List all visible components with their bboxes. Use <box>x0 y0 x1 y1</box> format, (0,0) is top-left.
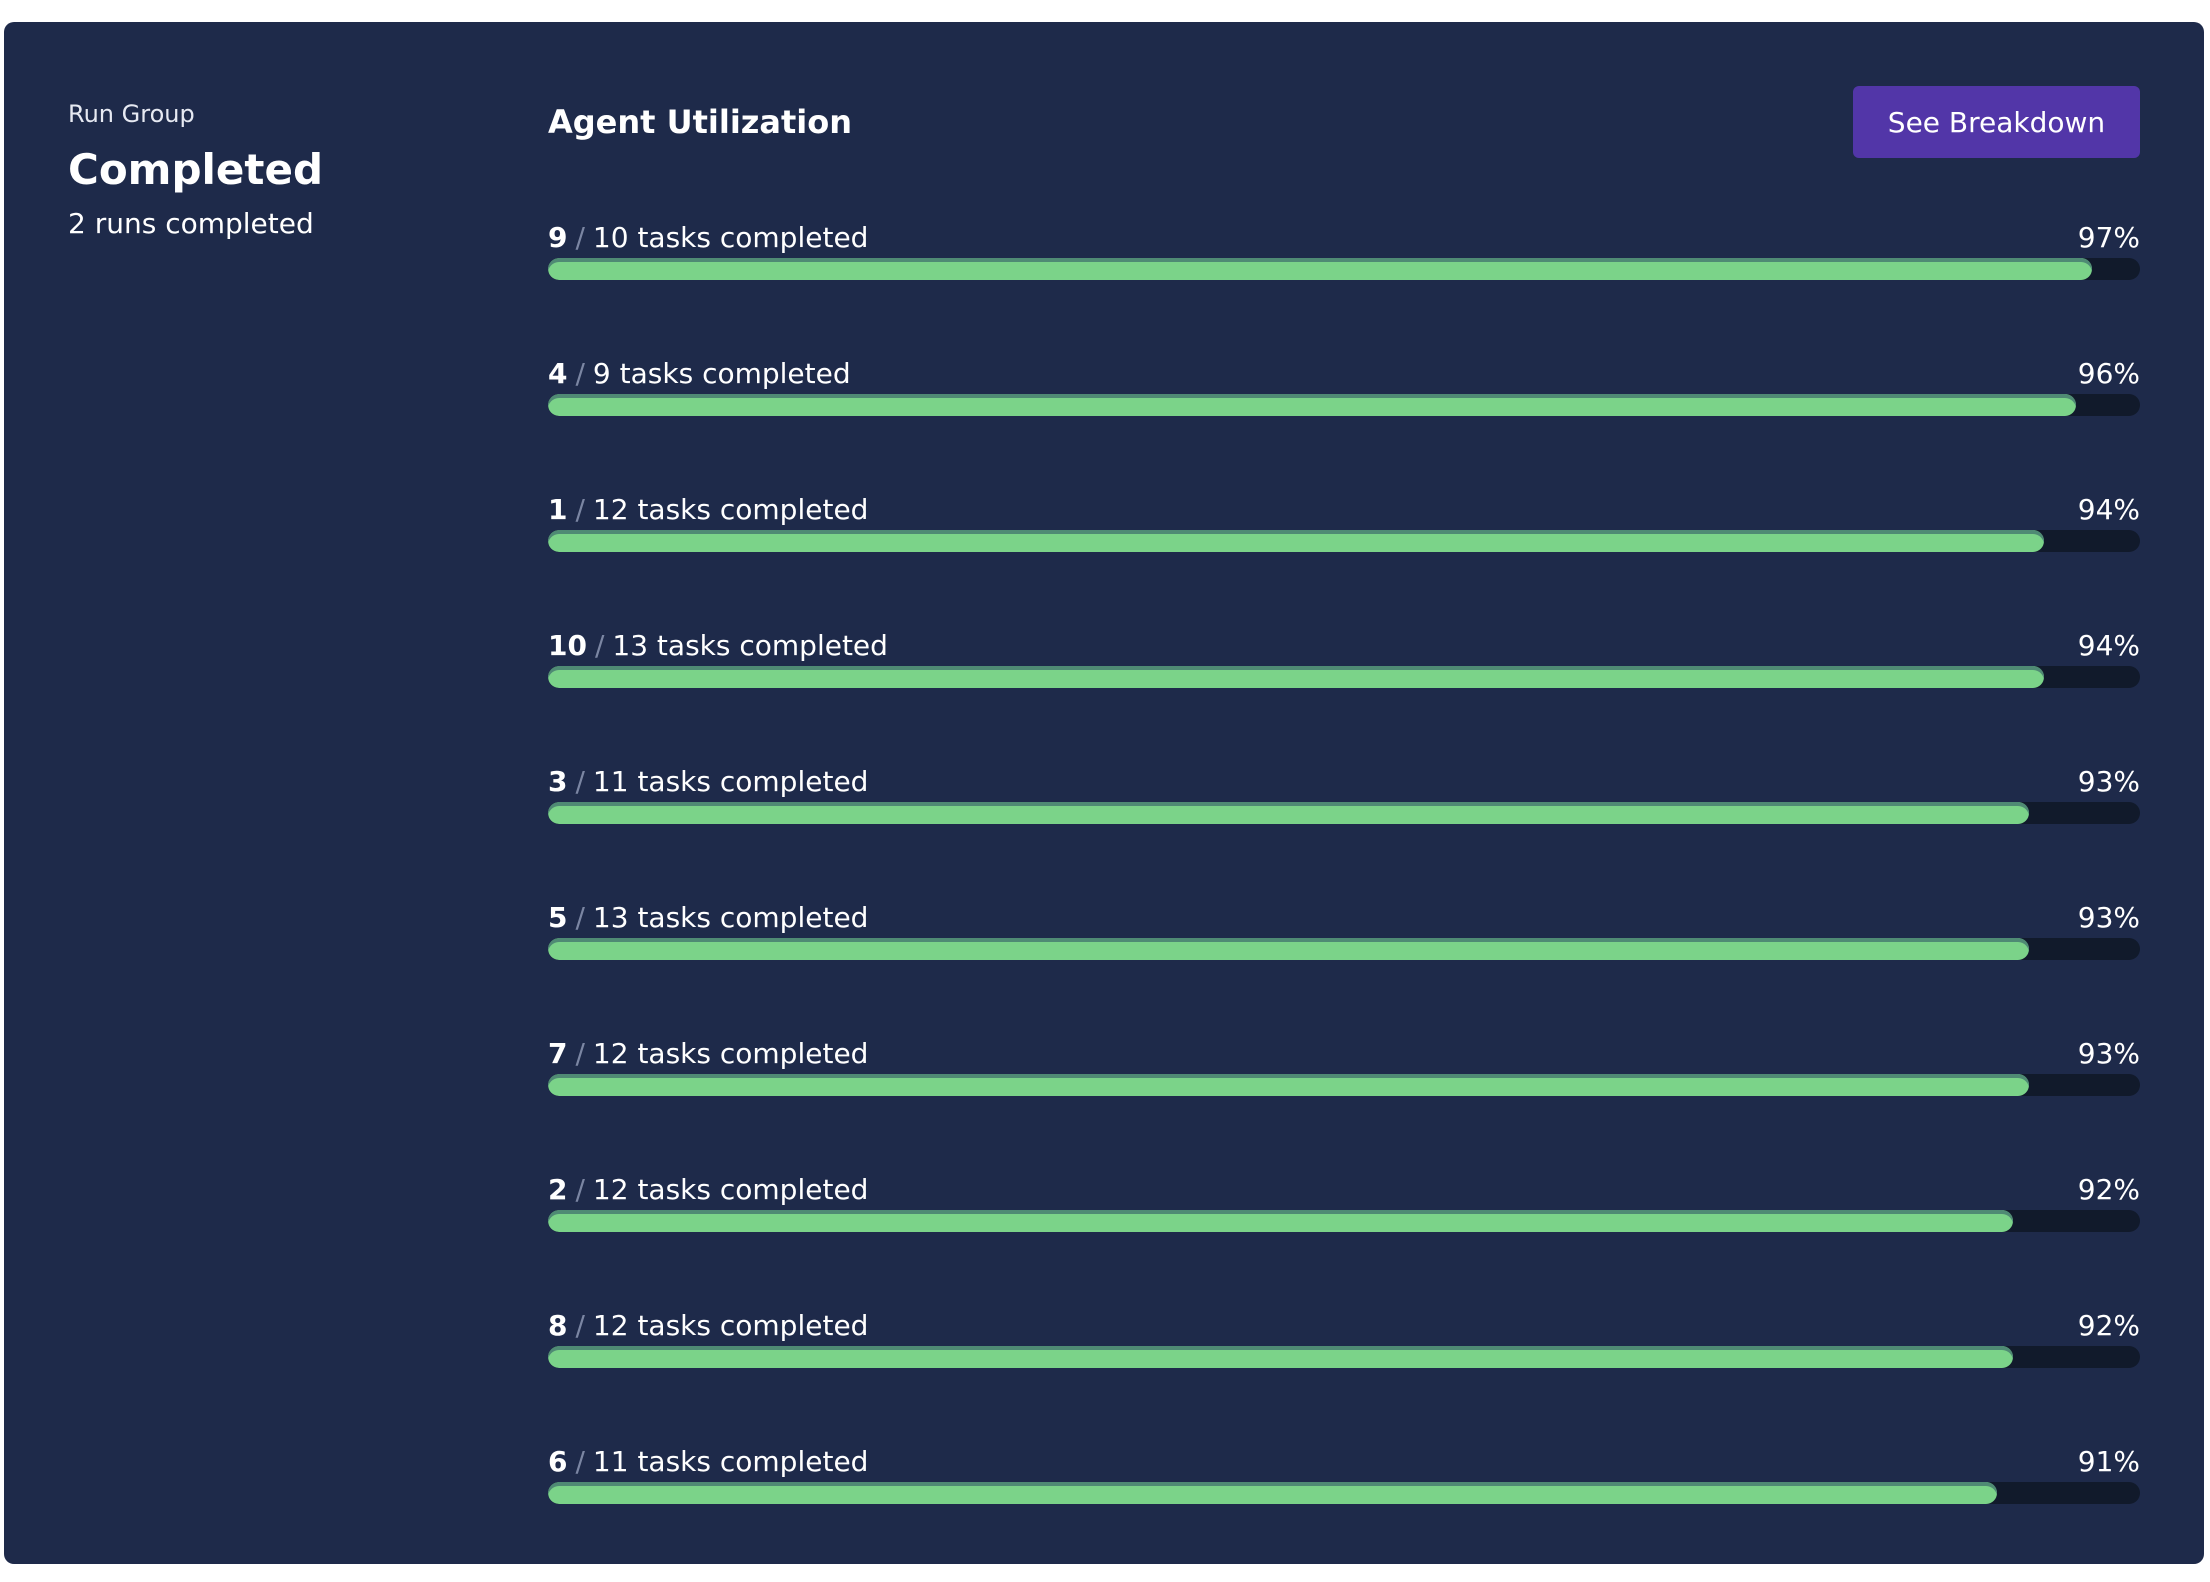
tasks-completed-text: 12 tasks completed <box>592 1309 869 1342</box>
progress-bar-track <box>548 1482 2140 1504</box>
agent-row: 6/11 tasks completed 91% <box>548 1444 2140 1582</box>
agent-row-label: 1/12 tasks completed <box>548 492 868 528</box>
agent-id: 9 <box>548 221 568 254</box>
utilization-percent: 93% <box>2077 901 2140 934</box>
agent-id: 4 <box>548 357 568 390</box>
agent-row-label: 2/12 tasks completed <box>548 1172 868 1208</box>
agent-row: 3/11 tasks completed 93% <box>548 764 2140 902</box>
progress-bar-track <box>548 666 2140 688</box>
agent-row: 10/13 tasks completed 94% <box>548 628 2140 766</box>
progress-bar-fill <box>548 1074 2029 1096</box>
agent-id: 7 <box>548 1037 568 1070</box>
separator-slash: / <box>575 901 585 934</box>
agent-id: 1 <box>548 493 568 526</box>
run-group-label: Run Group <box>68 100 195 128</box>
agent-id: 10 <box>548 629 587 662</box>
utilization-percent: 92% <box>2077 1309 2140 1342</box>
progress-bar-track <box>548 938 2140 960</box>
utilization-percent: 94% <box>2077 629 2140 662</box>
agent-id: 2 <box>548 1173 568 1206</box>
run-group-card: Run Group Completed 2 runs completed Age… <box>4 22 2204 1564</box>
progress-bar-track <box>548 802 2140 824</box>
agent-row: 8/12 tasks completed 92% <box>548 1308 2140 1446</box>
agent-row: 5/13 tasks completed 93% <box>548 900 2140 1038</box>
agent-id: 6 <box>548 1445 568 1478</box>
progress-bar-track <box>548 1346 2140 1368</box>
progress-bar-track <box>548 1074 2140 1096</box>
separator-slash: / <box>594 629 605 662</box>
tasks-completed-text: 11 tasks completed <box>592 765 869 798</box>
agent-row-label: 9/10 tasks completed <box>548 220 868 256</box>
utilization-percent: 92% <box>2077 1173 2140 1206</box>
agent-row-label: 10/13 tasks completed <box>548 628 888 664</box>
progress-bar-fill <box>548 802 2029 824</box>
progress-bar-track <box>548 530 2140 552</box>
run-group-summary: Run Group Completed 2 runs completed <box>68 94 488 244</box>
agent-id: 5 <box>548 901 568 934</box>
progress-bar-fill <box>548 530 2045 552</box>
progress-bar-fill <box>548 1482 1997 1504</box>
agent-row-label: 3/11 tasks completed <box>548 764 868 800</box>
utilization-percent: 93% <box>2077 1037 2140 1070</box>
tasks-completed-text: 13 tasks completed <box>592 901 869 934</box>
progress-bar-fill <box>548 394 2077 416</box>
agent-row: 4/9 tasks completed 96% <box>548 356 2140 494</box>
separator-slash: / <box>575 1037 585 1070</box>
agent-row: 9/10 tasks completed 97% <box>548 220 2140 358</box>
utilization-percent: 93% <box>2077 765 2140 798</box>
progress-bar-fill <box>548 1210 2013 1232</box>
utilization-percent: 97% <box>2077 221 2140 254</box>
agent-row-label: 7/12 tasks completed <box>548 1036 868 1072</box>
progress-bar-track <box>548 258 2140 280</box>
tasks-completed-text: 13 tasks completed <box>612 629 888 662</box>
agent-row-label: 8/12 tasks completed <box>548 1308 868 1344</box>
tasks-completed-text: 9 tasks completed <box>592 357 851 390</box>
tasks-completed-text: 12 tasks completed <box>592 1037 869 1070</box>
progress-bar-fill <box>548 258 2093 280</box>
separator-slash: / <box>575 221 585 254</box>
separator-slash: / <box>575 493 585 526</box>
runs-completed-count: 2 runs completed <box>68 207 314 240</box>
separator-slash: / <box>575 1309 585 1342</box>
panel-header: Agent Utilization See Breakdown <box>548 86 2140 158</box>
agent-id: 8 <box>548 1309 568 1342</box>
agent-row-label: 5/13 tasks completed <box>548 900 868 936</box>
progress-bar-fill <box>548 666 2045 688</box>
utilization-percent: 96% <box>2077 357 2140 390</box>
progress-bar-track <box>548 394 2140 416</box>
tasks-completed-text: 10 tasks completed <box>592 221 869 254</box>
agent-id: 3 <box>548 765 568 798</box>
agent-row: 1/12 tasks completed 94% <box>548 492 2140 630</box>
utilization-percent: 94% <box>2077 493 2140 526</box>
separator-slash: / <box>575 357 585 390</box>
separator-slash: / <box>575 765 585 798</box>
agent-row: 2/12 tasks completed 92% <box>548 1172 2140 1310</box>
agent-row: 7/12 tasks completed 93% <box>548 1036 2140 1174</box>
see-breakdown-button[interactable]: See Breakdown <box>1853 86 2140 158</box>
tasks-completed-text: 12 tasks completed <box>592 1173 869 1206</box>
utilization-percent: 91% <box>2077 1445 2140 1478</box>
separator-slash: / <box>575 1173 585 1206</box>
tasks-completed-text: 12 tasks completed <box>592 493 869 526</box>
progress-bar-fill <box>548 938 2029 960</box>
tasks-completed-text: 11 tasks completed <box>592 1445 869 1478</box>
agent-list: 9/10 tasks completed 97% 4/9 tasks compl… <box>548 220 2140 1582</box>
progress-bar-track <box>548 1210 2140 1232</box>
section-title: Agent Utilization <box>548 103 853 141</box>
agent-utilization-panel: Agent Utilization See Breakdown 9/10 tas… <box>548 86 2140 1582</box>
run-group-status: Completed <box>68 145 324 194</box>
agent-row-label: 6/11 tasks completed <box>548 1444 868 1480</box>
agent-row-label: 4/9 tasks completed <box>548 356 851 392</box>
separator-slash: / <box>575 1445 585 1478</box>
progress-bar-fill <box>548 1346 2013 1368</box>
